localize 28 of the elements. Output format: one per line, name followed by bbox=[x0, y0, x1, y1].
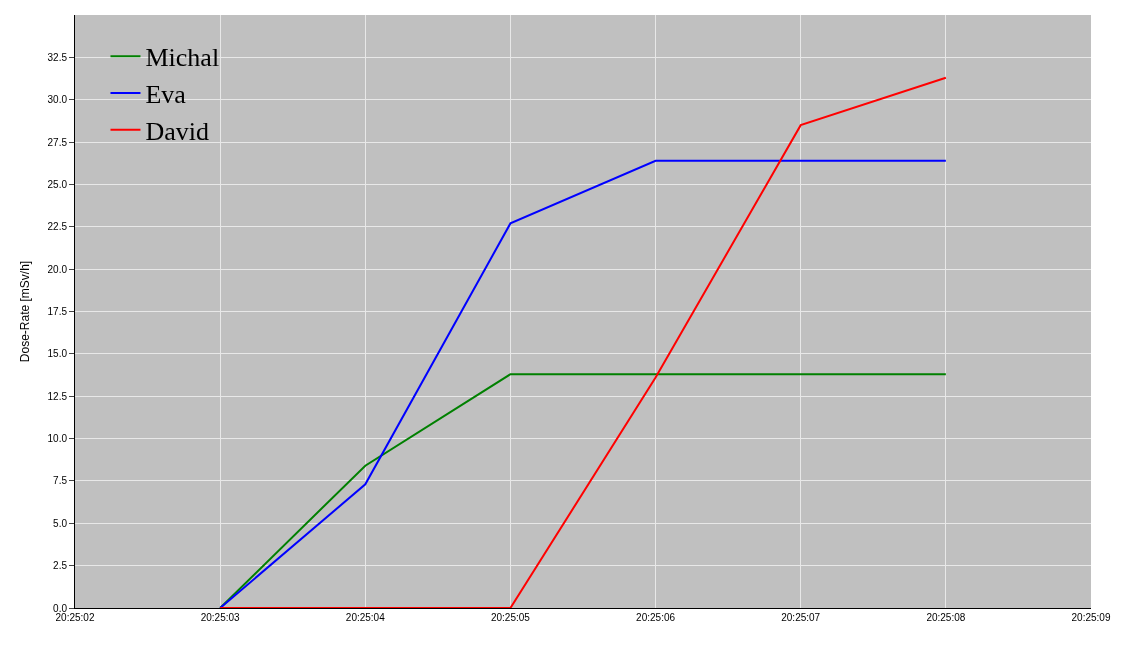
x-tick-label: 20:25:07 bbox=[781, 612, 821, 623]
legend-label: Michal bbox=[145, 43, 220, 73]
x-tick-label: 20:25:09 bbox=[1071, 612, 1111, 623]
x-tick-label: 20:25:05 bbox=[490, 612, 531, 623]
y-tick-label: 10.0 bbox=[47, 433, 68, 445]
y-tick-label: 2.5 bbox=[53, 560, 68, 572]
line-series bbox=[219, 159, 947, 608]
y-tick-label: 30.0 bbox=[47, 94, 68, 106]
y-tick-label: 17.5 bbox=[47, 306, 68, 317]
x-tick-label: 20:25:04 bbox=[345, 612, 386, 623]
y-tick-label: 7.5 bbox=[53, 475, 68, 487]
legend-label: David bbox=[145, 116, 210, 146]
y-tick-label: 27.5 bbox=[47, 136, 68, 148]
y-tick-label: 15.0 bbox=[47, 348, 68, 360]
y-tick-label: 20.0 bbox=[47, 263, 68, 275]
y-tick-label: 25.0 bbox=[47, 178, 68, 190]
y-tick-label: 5.0 bbox=[53, 517, 68, 529]
y-axis-title: Dose-Rate [mSv/h] bbox=[17, 260, 32, 363]
line-series bbox=[219, 76, 947, 608]
x-tick-label: 20:25:02 bbox=[55, 612, 95, 623]
y-tick-label: 12.5 bbox=[47, 390, 68, 402]
y-tick-label: 32.5 bbox=[47, 51, 68, 63]
x-tick-label: 20:25:06 bbox=[636, 612, 676, 623]
legend-label: Eva bbox=[145, 80, 187, 110]
x-tick-label: 20:25:03 bbox=[200, 612, 241, 623]
x-tick-label: 20:25:08 bbox=[926, 612, 966, 623]
y-tick-label: 22.5 bbox=[47, 221, 68, 233]
y-tick-label: 0.0 bbox=[53, 602, 68, 614]
